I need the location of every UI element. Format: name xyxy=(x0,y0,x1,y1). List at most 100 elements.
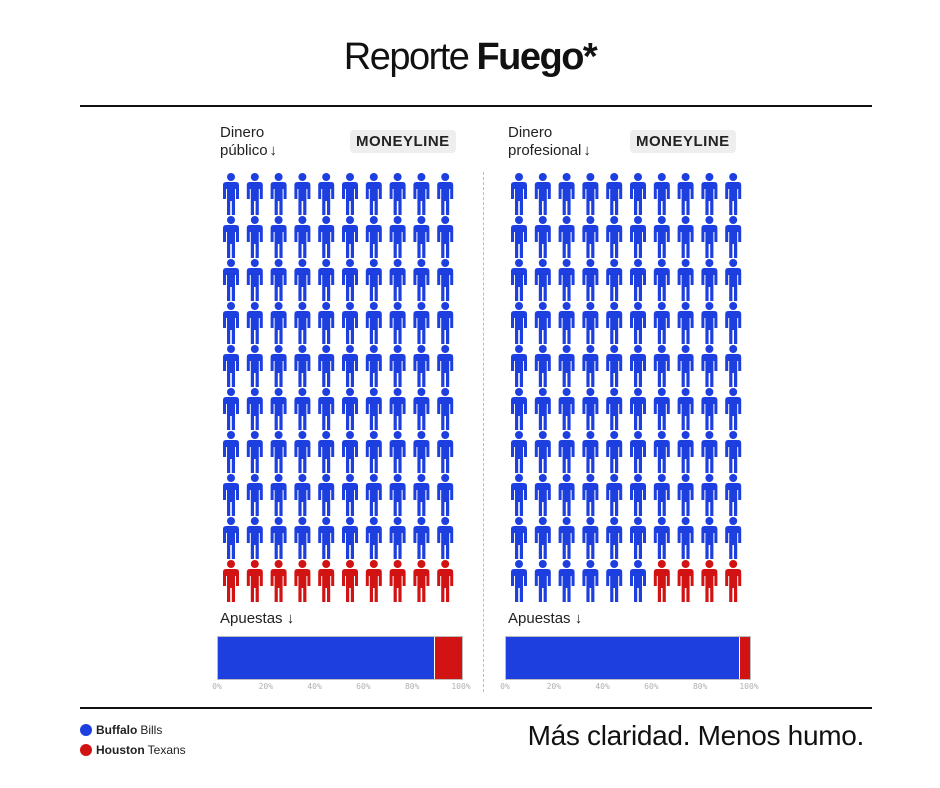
person-icon-bills xyxy=(511,345,527,387)
bottom-rule xyxy=(80,707,872,709)
person-icon-bills xyxy=(677,474,694,516)
person-icon-bills xyxy=(437,474,454,516)
person-icon-bills xyxy=(558,302,575,344)
person-icon-texans xyxy=(413,560,430,602)
person-icon-bills xyxy=(725,388,742,430)
person-icon-bills xyxy=(246,302,263,344)
person-icon-bills xyxy=(294,474,311,516)
title-bold: Fuego* xyxy=(476,36,597,78)
person-icon-bills xyxy=(511,388,527,430)
person-icon-texans xyxy=(342,560,358,602)
person-icon-bills xyxy=(653,474,670,516)
panel-heading: Dinero profesional ↓ xyxy=(508,124,618,160)
person-icon-bills xyxy=(365,388,382,430)
person-icon-bills xyxy=(294,345,311,387)
person-icon-bills xyxy=(365,173,382,215)
person-icon-bills xyxy=(582,560,599,602)
person-icon-bills xyxy=(558,560,575,602)
panel-divider xyxy=(483,172,484,692)
legend-suffix: Texans xyxy=(147,743,186,757)
person-icon-bills xyxy=(653,173,670,215)
person-icon-bills xyxy=(413,431,430,473)
person-icon-bills xyxy=(511,173,527,215)
person-icon-bills xyxy=(725,517,742,559)
person-icon-bills xyxy=(677,173,694,215)
heading-line2: profesional xyxy=(508,142,582,159)
person-icon-bills xyxy=(270,517,287,559)
person-icon-bills xyxy=(606,474,623,516)
person-icon-bills xyxy=(246,216,263,258)
person-icon-bills xyxy=(725,259,742,301)
person-icon-bills xyxy=(653,302,670,344)
person-icon-bills xyxy=(270,431,287,473)
person-icon-bills xyxy=(318,259,335,301)
person-icon-bills xyxy=(534,173,551,215)
person-icon-bills xyxy=(270,302,287,344)
tick-label: 100% xyxy=(451,682,471,691)
tick-label: 0% xyxy=(212,682,222,691)
person-icon-bills xyxy=(653,259,670,301)
person-icon-bills xyxy=(413,474,430,516)
person-icon-texans xyxy=(365,560,382,602)
person-icon-bills xyxy=(701,388,718,430)
person-icon-texans xyxy=(725,560,742,602)
stacked-bar xyxy=(505,636,751,680)
person-icon-bills xyxy=(413,388,430,430)
person-icon-bills xyxy=(630,259,646,301)
legend: Buffalo Bills Houston Texans xyxy=(80,720,186,760)
person-icon-bills xyxy=(558,216,575,258)
tick-label: 0% xyxy=(500,682,510,691)
person-icon-bills xyxy=(342,517,358,559)
tick-label: 20% xyxy=(546,682,562,691)
legend-dot xyxy=(80,744,92,756)
person-icon-bills xyxy=(342,345,358,387)
person-icon-bills xyxy=(270,173,287,215)
person-icon-bills xyxy=(725,302,742,344)
person-icon-bills xyxy=(653,431,670,473)
tick-label: 100% xyxy=(739,682,759,691)
tick-labels: 0% 20% 40% 60% 80% 100% xyxy=(500,682,758,694)
person-icon-bills xyxy=(653,345,670,387)
person-icon-texans xyxy=(294,560,311,602)
person-icon-bills xyxy=(318,345,335,387)
person-icon-bills xyxy=(582,474,599,516)
person-icon-bills xyxy=(677,431,694,473)
person-icon-bills xyxy=(270,345,287,387)
person-icon-bills xyxy=(294,302,311,344)
person-icon-bills xyxy=(534,302,551,344)
person-icon-bills xyxy=(342,388,358,430)
person-icon-bills xyxy=(270,474,287,516)
person-icon-bills xyxy=(223,173,239,215)
person-icon-bills xyxy=(294,173,311,215)
person-icon-bills xyxy=(223,388,239,430)
person-icon-bills xyxy=(342,431,358,473)
person-icon-bills xyxy=(630,216,646,258)
person-icon-bills xyxy=(558,431,575,473)
person-icon-bills xyxy=(318,173,335,215)
person-icon-bills xyxy=(630,345,646,387)
person-icon-bills xyxy=(246,517,263,559)
person-icon-bills xyxy=(534,431,551,473)
person-icon-bills xyxy=(294,431,311,473)
tick-label: 80% xyxy=(692,682,708,691)
tick-label: 60% xyxy=(644,682,659,691)
person-icon-bills xyxy=(223,474,239,516)
person-icon-bills xyxy=(630,173,646,215)
person-icon-bills xyxy=(630,302,646,344)
person-icon-bills xyxy=(294,259,311,301)
person-icon-bills xyxy=(606,431,623,473)
person-icon-bills xyxy=(701,345,718,387)
person-icon-bills xyxy=(413,517,430,559)
person-icon-bills xyxy=(511,216,527,258)
person-icon-bills xyxy=(582,388,599,430)
page-title: Reporte Fuego* xyxy=(0,36,940,79)
person-icon-bills xyxy=(582,216,599,258)
person-icon-bills xyxy=(294,517,311,559)
person-icon-bills xyxy=(437,431,454,473)
moneyline-badge: MONEYLINE xyxy=(350,130,456,153)
person-icon-bills xyxy=(342,474,358,516)
person-icon-bills xyxy=(534,216,551,258)
person-icon-bills xyxy=(725,431,742,473)
person-icon-bills xyxy=(630,560,646,602)
person-icon-bills xyxy=(246,474,263,516)
